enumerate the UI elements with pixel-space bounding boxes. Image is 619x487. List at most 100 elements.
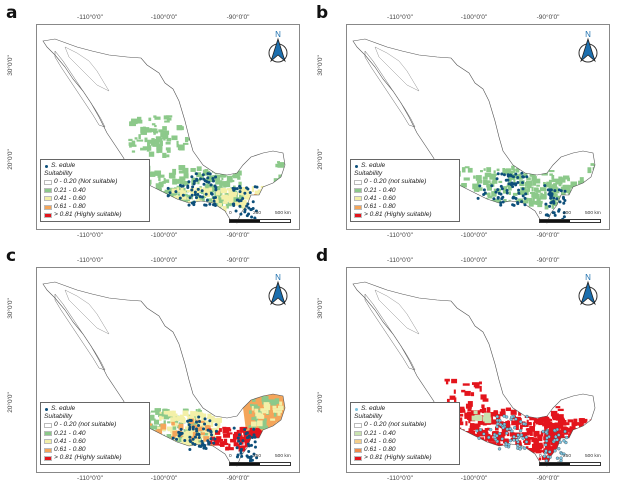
legend-class-label: 0 - 0.20 (not suitable) <box>364 178 427 186</box>
suitability-cell <box>496 441 501 447</box>
suitability-cell <box>471 195 478 198</box>
suitability-cell <box>472 448 475 453</box>
occurrence-point <box>495 425 499 429</box>
occurrence-point <box>248 191 252 195</box>
suitability-cell <box>477 440 484 444</box>
scale-bar: 0 200 500 km <box>539 211 601 227</box>
scale-bar: 0 250 500 km <box>229 211 291 227</box>
legend-class-label: 0.41 - 0.60 <box>54 437 86 445</box>
occurrence-point <box>521 181 525 185</box>
suitability-cell <box>560 428 564 433</box>
suitability-cell <box>569 426 573 432</box>
suitability-cell <box>569 447 572 450</box>
suitability-cell <box>594 168 595 173</box>
suitability-cell <box>196 172 200 178</box>
suitability-cell <box>483 168 486 171</box>
suitability-cell <box>182 190 186 194</box>
suitability-cell <box>533 200 540 205</box>
occurrence-point <box>477 436 481 440</box>
legend-swatch <box>354 212 362 218</box>
suitability-cell <box>568 440 574 444</box>
suitability-cell <box>217 168 223 174</box>
scale-bar: 0 250 500 km <box>229 454 291 470</box>
occurrence-dot-icon <box>45 164 48 168</box>
suitability-cell <box>590 438 593 443</box>
suitability-cell <box>571 446 575 453</box>
occurrence-point <box>551 200 555 204</box>
suitability-cell <box>163 408 168 412</box>
suitability-cell <box>504 169 511 175</box>
suitability-cell <box>183 447 188 454</box>
suitability-cell <box>531 437 538 443</box>
occurrence-point <box>511 182 515 186</box>
occurrence-point <box>239 451 243 455</box>
suitability-cell <box>489 195 493 199</box>
suitability-cell <box>213 433 216 437</box>
occurrence-point <box>546 188 550 192</box>
suitability-cell <box>519 425 523 430</box>
suitability-cell <box>160 423 166 429</box>
suitability-cell <box>176 443 183 447</box>
suitability-cell <box>592 447 595 454</box>
suitability-cell <box>516 450 523 456</box>
suitability-cell <box>464 415 470 419</box>
occurrence-point <box>188 196 192 200</box>
suitability-cell <box>467 411 473 418</box>
suitability-cell <box>470 392 475 397</box>
legend-swatch <box>354 180 362 185</box>
suitability-cell <box>463 177 470 181</box>
suitability-cell <box>190 411 196 417</box>
suitability-cell <box>507 420 510 423</box>
occurrence-point <box>521 194 525 198</box>
occurrence-point <box>243 210 247 214</box>
occurrence-point <box>245 186 249 190</box>
suitability-cell <box>173 442 181 447</box>
suitability-cell <box>514 406 521 410</box>
suitability-cell <box>557 436 560 439</box>
suitability-cell <box>552 423 557 429</box>
suitability-cell <box>570 443 578 447</box>
occurrence-point <box>209 183 213 187</box>
suitability-cell <box>548 186 554 191</box>
suitability-cell <box>567 177 570 182</box>
suitability-cell <box>496 168 500 172</box>
occurrence-dot-icon <box>355 407 358 411</box>
occurrence-point <box>197 415 201 419</box>
legend-class: > 0.81 (Highly suitable) <box>354 211 456 219</box>
suitability-cell <box>487 407 491 414</box>
suitability-cell <box>589 428 595 433</box>
suitability-cell <box>490 450 497 456</box>
y-tick-label-left: 20°0'0" <box>316 149 324 170</box>
suitability-cell <box>259 197 262 201</box>
suitability-cell <box>562 175 570 180</box>
suitability-cell <box>148 117 152 122</box>
scale-mid: 250 <box>253 454 262 459</box>
suitability-cell <box>184 408 189 412</box>
suitability-cell <box>163 115 170 120</box>
suitability-cell <box>484 180 491 184</box>
suitability-cell <box>543 181 546 187</box>
suitability-cell <box>488 450 493 457</box>
occurrence-point <box>558 440 562 444</box>
suitability-cell <box>183 173 189 179</box>
occurrence-point <box>238 190 242 194</box>
suitability-cell <box>282 181 285 185</box>
suitability-cell <box>471 415 478 421</box>
suitability-cell <box>225 446 230 451</box>
suitability-cell <box>280 183 285 190</box>
occurrence-point <box>168 191 172 195</box>
suitability-cell <box>233 442 239 447</box>
occurrence-point <box>553 213 557 217</box>
suitability-cell <box>150 445 158 452</box>
suitability-cell <box>210 421 214 428</box>
suitability-cell <box>549 173 553 176</box>
suitability-cell <box>546 181 552 187</box>
suitability-cell <box>579 202 584 209</box>
suitability-cell <box>575 434 580 440</box>
suitability-cell <box>582 448 585 452</box>
occurrence-point <box>198 195 202 199</box>
suitability-cell <box>218 203 222 207</box>
legend-class: 0.21 - 0.40 <box>354 430 456 438</box>
x-tick-label-bottom: -110°0'0" <box>387 475 413 482</box>
suitability-cell <box>460 450 468 456</box>
